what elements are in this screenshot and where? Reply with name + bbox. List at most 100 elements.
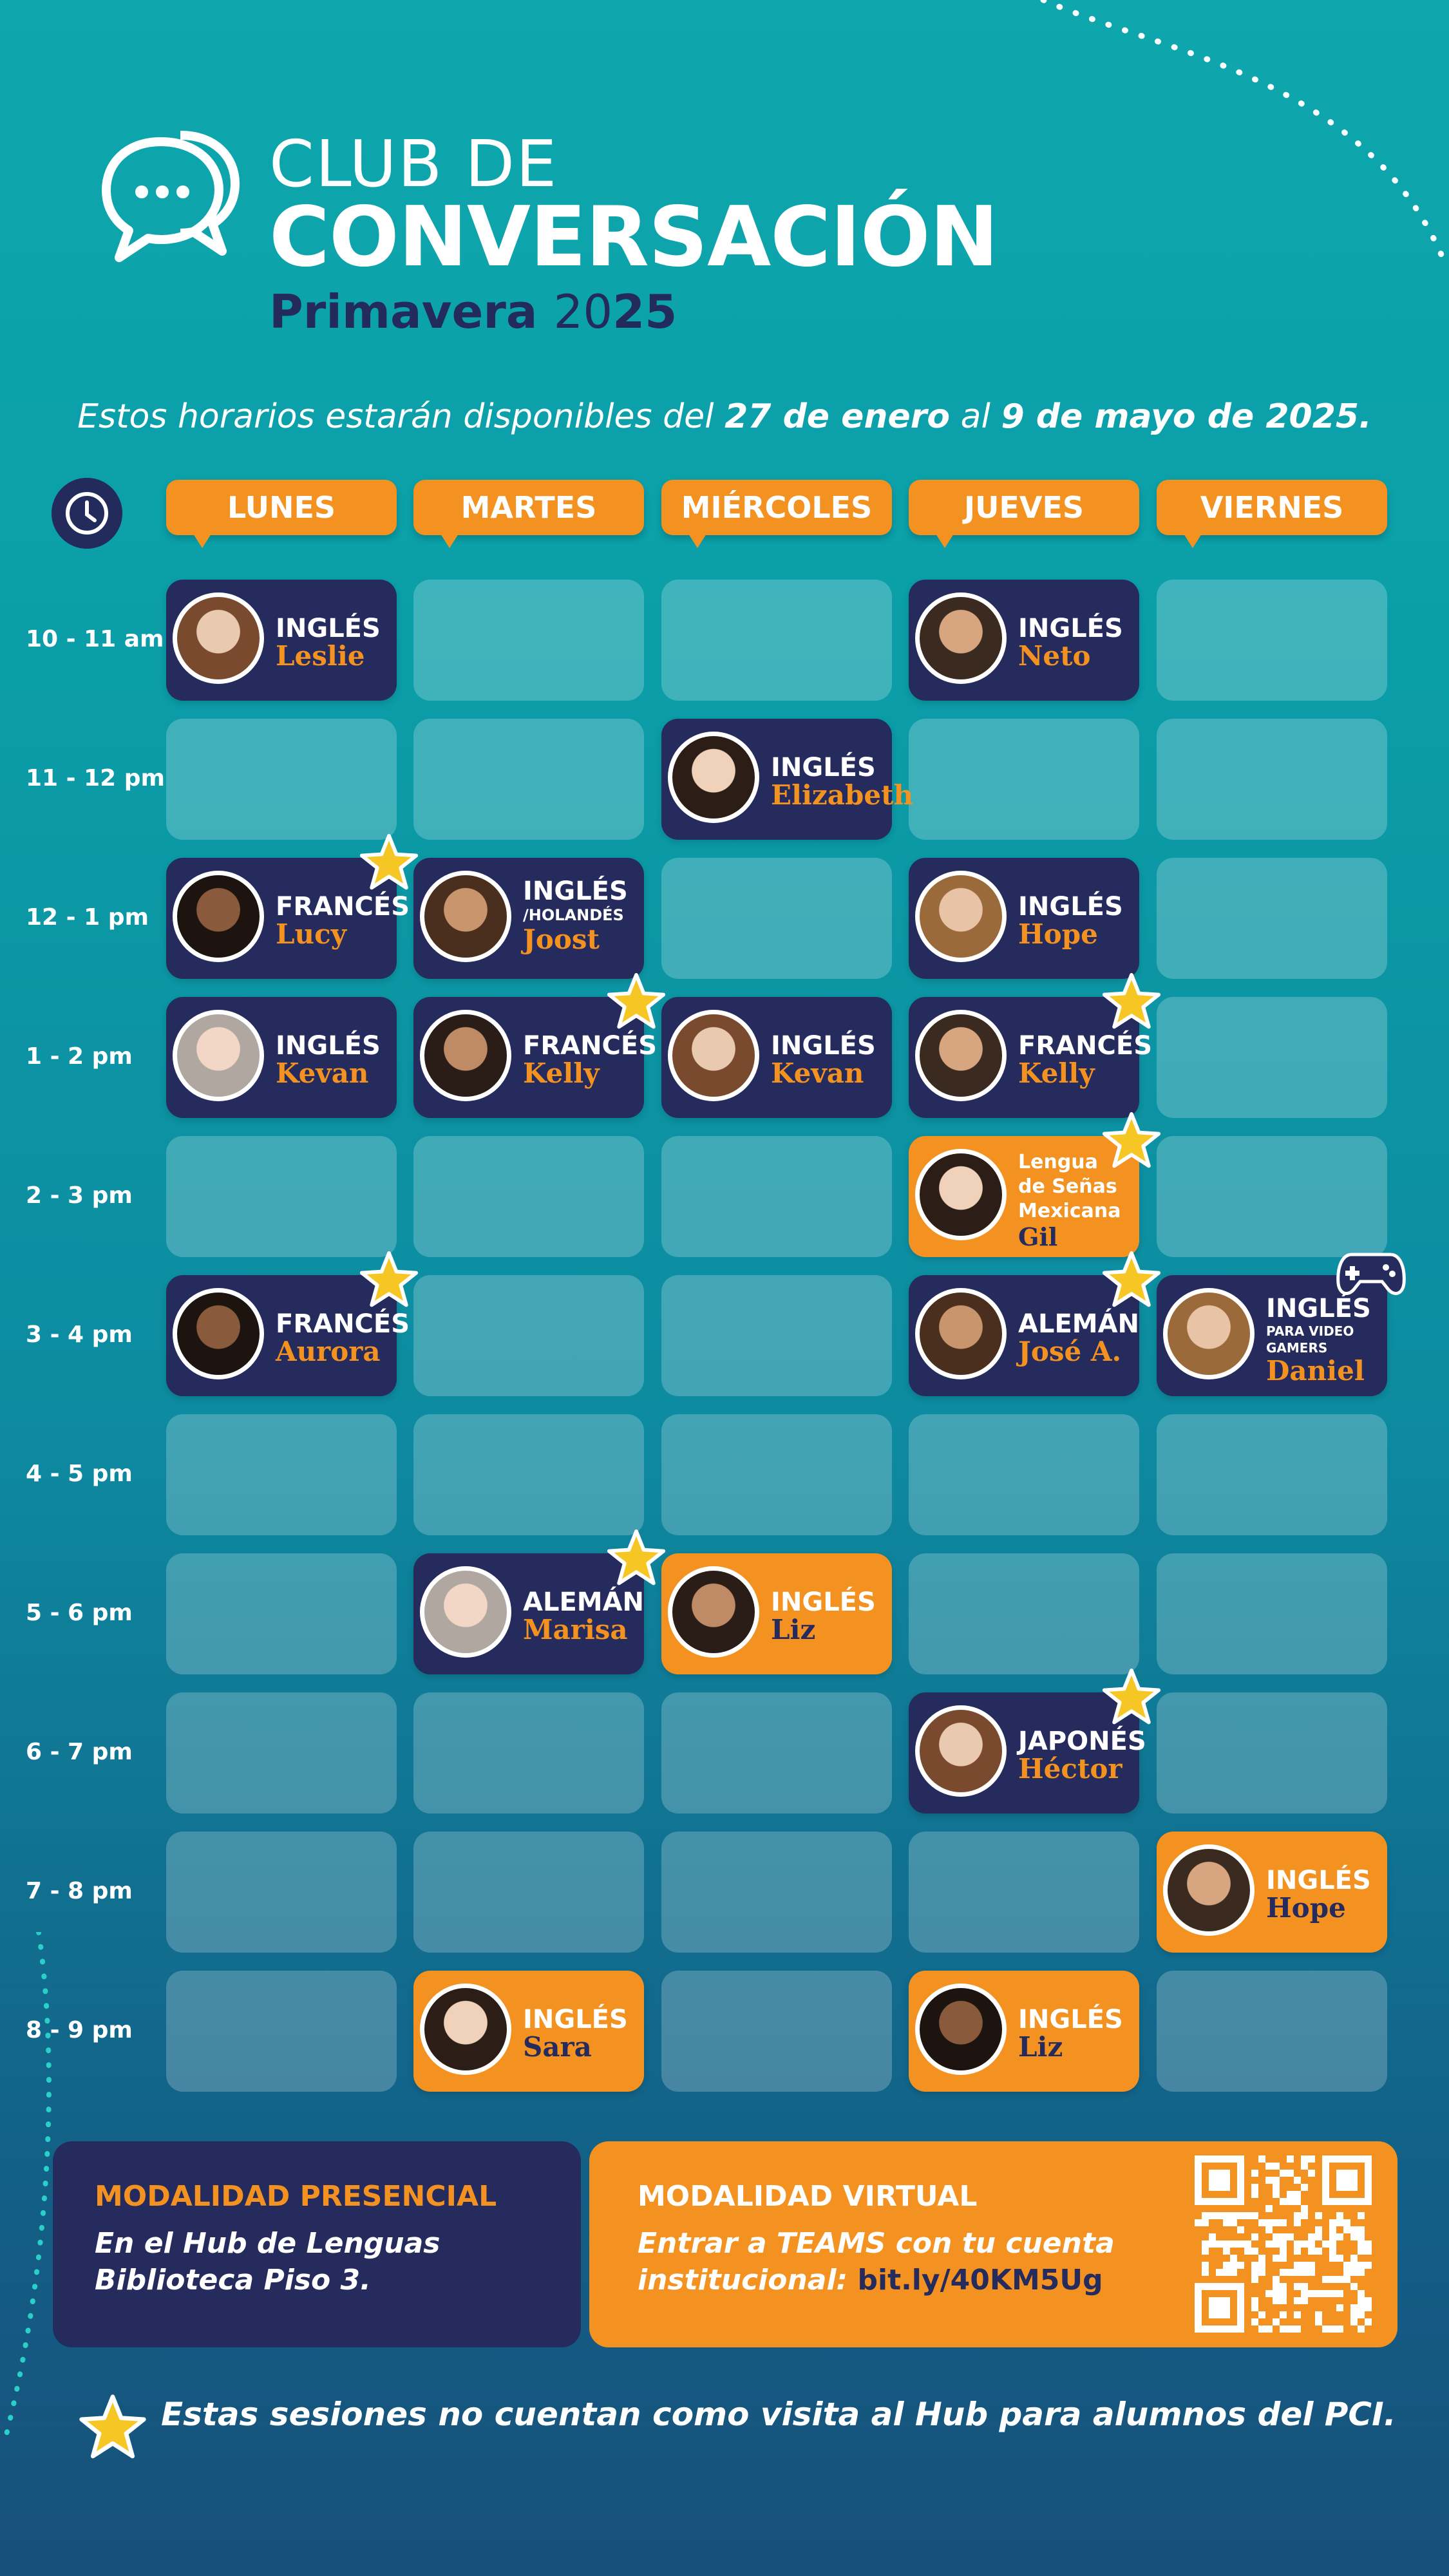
session-language: FRANCÉS — [1018, 1031, 1153, 1061]
session-language-sub: /HOLANDÉS — [523, 906, 624, 924]
empty-slot — [661, 1136, 892, 1257]
session-teacher: Sara — [523, 2031, 592, 2063]
season-name: Primavera — [269, 285, 538, 339]
avatar — [173, 1010, 264, 1101]
session-card: FRANCÉS Kelly — [909, 997, 1152, 1118]
avatar — [1163, 1288, 1255, 1379]
session-language-line: Lengua — [1018, 1151, 1098, 1173]
avatar — [668, 1010, 759, 1101]
empty-slot — [1157, 1692, 1387, 1814]
session-language: FRANCÉS — [276, 892, 410, 922]
empty-slot — [413, 719, 644, 840]
time-label: 8 - 9 pm — [26, 2017, 133, 2043]
session-teacher: Hope — [1018, 918, 1098, 950]
empty-slot — [413, 1414, 644, 1535]
session-language: INGLÉS — [276, 614, 381, 643]
avatar — [915, 1288, 1007, 1379]
star-icon — [607, 1529, 666, 1586]
title-line-1: CLUB DE — [269, 126, 558, 202]
season-label: Primavera 2025 — [269, 289, 677, 335]
session-language-line: de Señas — [1018, 1175, 1117, 1198]
avatar — [420, 871, 511, 962]
time-label: 12 - 1 pm — [26, 904, 149, 931]
star-icon — [359, 1251, 419, 1307]
avatar — [668, 1566, 759, 1658]
empty-slot — [166, 1692, 397, 1814]
empty-slot — [166, 719, 397, 840]
session-language: INGLÉS — [523, 876, 628, 906]
empty-slot — [413, 1136, 644, 1257]
time-label: 1 - 2 pm — [26, 1043, 133, 1070]
avatar — [915, 1010, 1007, 1101]
session-teacher: Daniel — [1266, 1355, 1365, 1387]
session-teacher: Elizabeth — [771, 779, 914, 811]
session-teacher: Liz — [771, 1614, 816, 1645]
time-label: 11 - 12 pm — [26, 765, 166, 791]
session-language: FRANCÉS — [276, 1309, 410, 1339]
virtual-link[interactable]: bit.ly/40KM5Ug — [857, 2264, 1103, 2297]
footnote: Estas sesiones no cuentan como visita al… — [161, 2396, 1396, 2433]
session-teacher: Kelly — [1018, 1057, 1095, 1089]
session-language: INGLÉS — [523, 2005, 628, 2034]
session-card: ALEMÁN Marisa — [413, 1553, 644, 1674]
avatar — [1163, 1844, 1255, 1936]
empty-slot — [1157, 1971, 1387, 2092]
star-icon — [1102, 972, 1161, 1029]
session-card: Lengua de Señas Mexicana Gil — [909, 1136, 1139, 1257]
session-card: JAPONÉS Héctor — [909, 1692, 1146, 1814]
session-teacher: Kevan — [771, 1057, 864, 1089]
avatar — [420, 1984, 511, 2075]
empty-slot — [661, 1971, 892, 2092]
session-language: ALEMÁN — [523, 1587, 645, 1617]
qr-code-icon[interactable] — [1195, 2155, 1372, 2333]
session-language: INGLÉS — [771, 1031, 876, 1061]
avatar — [420, 1010, 511, 1101]
empty-slot — [413, 1692, 644, 1814]
session-teacher: Kevan — [276, 1057, 369, 1089]
empty-slot — [909, 719, 1139, 840]
presencial-text: En el Hub de Lenguas Biblioteca Piso 3. — [95, 2227, 440, 2297]
time-label: 5 - 6 pm — [26, 1600, 133, 1626]
session-teacher: Hope — [1266, 1892, 1346, 1924]
empty-slot — [166, 1414, 397, 1535]
star-icon — [1102, 1668, 1161, 1725]
session-teacher: Gil — [1018, 1222, 1058, 1251]
availability-dates: Estos horarios estarán disponibles del 2… — [77, 397, 1372, 436]
empty-slot — [166, 1832, 397, 1953]
empty-slot — [661, 1832, 892, 1953]
empty-slot — [166, 1553, 397, 1674]
empty-slot — [1157, 1136, 1387, 1257]
avatar — [668, 732, 759, 823]
session-teacher: José A. — [1018, 1336, 1122, 1367]
empty-slot — [166, 1971, 397, 2092]
session-card: INGLÉS Elizabeth — [661, 719, 913, 840]
avatar — [915, 1984, 1007, 2075]
session-card: FRANCÉS Kelly — [413, 997, 657, 1118]
star-icon — [1102, 1251, 1161, 1307]
session-language-sub: GAMERS — [1266, 1340, 1328, 1356]
star-icon — [359, 833, 419, 890]
session-card: INGLÉS Hope — [1157, 1832, 1387, 1953]
session-language: FRANCÉS — [523, 1031, 658, 1061]
session-card: INGLÉS Sara — [413, 1971, 644, 2092]
session-teacher: Marisa — [523, 1614, 628, 1645]
empty-slot — [909, 1832, 1139, 1953]
time-label: 2 - 3 pm — [26, 1182, 133, 1209]
dotted-arc-decoration — [1040, 0, 1446, 261]
empty-slot — [413, 580, 644, 701]
day-header-4: VIERNES — [1157, 480, 1387, 548]
time-label: 3 - 4 pm — [26, 1321, 133, 1348]
virtual-box: MODALIDAD VIRTUAL Entrar a TEAMS con tu … — [589, 2141, 1397, 2347]
session-language: INGLÉS — [771, 753, 876, 782]
virtual-text: Entrar a TEAMS con tu cuenta instituciona… — [638, 2227, 1115, 2297]
session-language: INGLÉS — [771, 1587, 876, 1617]
avatar — [173, 1288, 264, 1379]
session-card: INGLÉS Liz — [661, 1553, 892, 1674]
session-card: ALEMÁN José A. — [909, 1275, 1139, 1396]
empty-slot — [413, 1832, 644, 1953]
dotted-arc-decoration-left — [4, 1932, 52, 2437]
session-card: INGLÉS Neto — [909, 580, 1139, 701]
empty-slot — [661, 1275, 892, 1396]
avatar — [173, 592, 264, 684]
clock-icon — [52, 478, 122, 549]
